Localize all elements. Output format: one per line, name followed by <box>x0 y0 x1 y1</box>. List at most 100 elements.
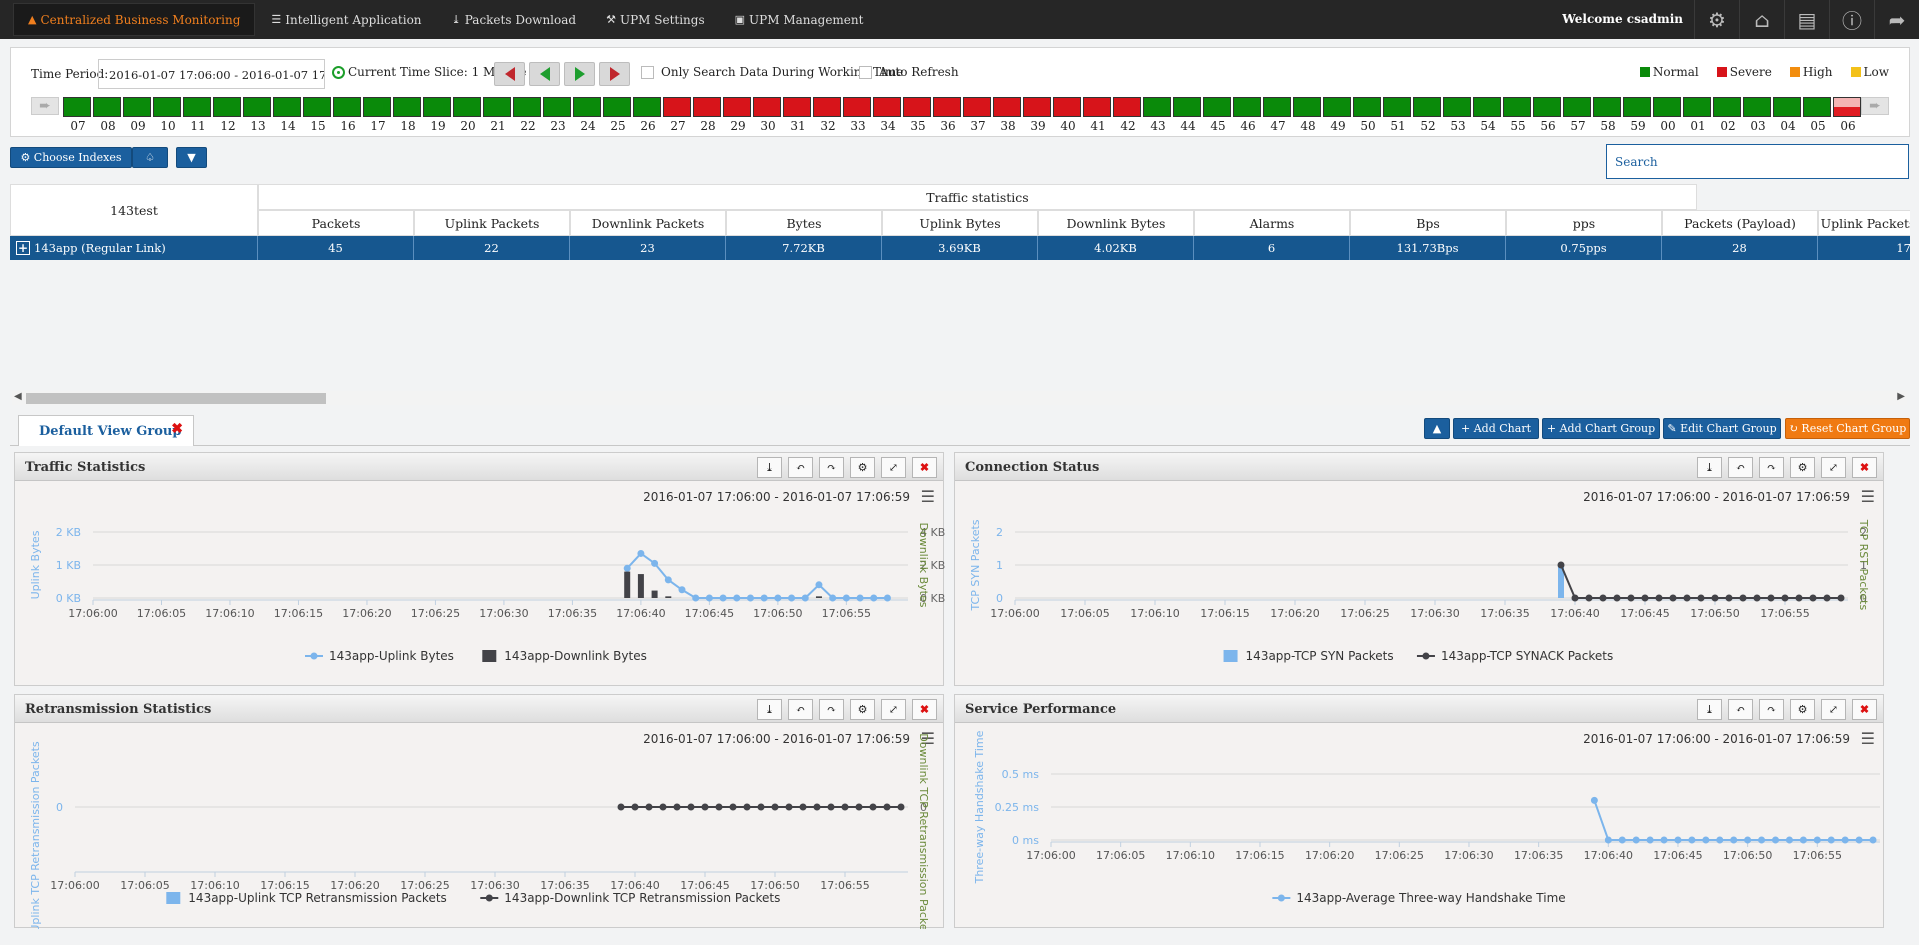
settings-icon[interactable]: ⚙ <box>850 699 875 720</box>
gear-icon[interactable]: ⚙ <box>1694 0 1739 39</box>
prev-button[interactable] <box>529 62 560 86</box>
close-icon[interactable]: ✖ <box>1852 457 1877 478</box>
add-chart-group-button[interactable]: + Add Chart Group <box>1542 418 1660 439</box>
timeline-slot[interactable] <box>1533 97 1561 117</box>
timeline-back-button[interactable]: ➨ <box>31 97 59 115</box>
timeline-forward-button[interactable]: ➨ <box>1861 97 1889 115</box>
timeline-slot[interactable] <box>753 97 781 117</box>
timeline-slot[interactable] <box>993 97 1021 117</box>
prev-icon[interactable]: ↶ <box>788 699 813 720</box>
timeline-slot[interactable] <box>483 97 511 117</box>
prev-icon[interactable]: ↶ <box>1728 699 1753 720</box>
timeline-slot[interactable] <box>423 97 451 117</box>
timeline-slot[interactable] <box>933 97 961 117</box>
download-icon[interactable]: ⤓ <box>757 699 782 720</box>
settings-icon[interactable]: ⚙ <box>1790 699 1815 720</box>
home-icon[interactable]: ⌂ <box>1739 0 1784 39</box>
timeline-slot[interactable] <box>333 97 361 117</box>
timeline-slot[interactable] <box>1383 97 1411 117</box>
timeline-slot[interactable] <box>1353 97 1381 117</box>
timeline-slot[interactable] <box>723 97 751 117</box>
scroll-thumb[interactable] <box>26 393 326 404</box>
auto-refresh-checkbox[interactable]: Auto Refresh <box>859 65 959 79</box>
timeline-slot[interactable] <box>363 97 391 117</box>
timeline-slot[interactable] <box>1683 97 1711 117</box>
timeline-slot[interactable] <box>963 97 991 117</box>
time-period-input[interactable]: 2016-01-07 17:06:00 - 2016-01-07 17:06:5… <box>98 59 325 89</box>
column-header[interactable]: Alarms <box>1194 210 1350 236</box>
timeline-slot[interactable] <box>873 97 901 117</box>
nav-upm-management[interactable]: ▣ UPM Management <box>721 3 878 36</box>
expand-icon[interactable]: ⤢ <box>881 699 906 720</box>
download-icon[interactable]: ⤓ <box>757 457 782 478</box>
timeline-slot[interactable] <box>603 97 631 117</box>
timeline-slot[interactable] <box>393 97 421 117</box>
table-horizontal-scrollbar[interactable]: ◀ ▶ <box>12 391 1907 405</box>
timeline-slot[interactable] <box>93 97 121 117</box>
timeline-slot[interactable] <box>1113 97 1141 117</box>
timeline-slot[interactable] <box>843 97 871 117</box>
close-icon[interactable]: ✖ <box>912 699 937 720</box>
next-icon[interactable]: ↷ <box>1759 457 1784 478</box>
timeline-slot[interactable] <box>1653 97 1681 117</box>
tab-default-view-group[interactable]: Default View Group ✖ <box>18 415 194 446</box>
edit-chart-group-button[interactable]: ✎ Edit Chart Group <box>1663 418 1781 439</box>
timeline-slot[interactable] <box>303 97 331 117</box>
nav-centralized-business-monitoring[interactable]: ▲ Centralized Business Monitoring <box>13 3 256 36</box>
timeline-slot[interactable] <box>693 97 721 117</box>
info-icon[interactable]: ⓘ <box>1829 0 1874 39</box>
scroll-left-icon[interactable]: ◀ <box>14 391 22 402</box>
timeline-slot[interactable] <box>1203 97 1231 117</box>
next-icon[interactable]: ↷ <box>819 699 844 720</box>
column-header[interactable]: Bytes <box>726 210 882 236</box>
close-icon[interactable]: ✖ <box>1852 699 1877 720</box>
scroll-right-icon[interactable]: ▶ <box>1897 391 1905 402</box>
timeline-slot[interactable] <box>633 97 661 117</box>
column-header[interactable]: Packets <box>258 210 414 236</box>
prev-icon[interactable]: ↶ <box>1728 457 1753 478</box>
timeline-slot[interactable] <box>123 97 151 117</box>
timeline-slot[interactable] <box>1053 97 1081 117</box>
timeline-slot[interactable] <box>1173 97 1201 117</box>
column-header[interactable]: Uplink Packets <box>414 210 570 236</box>
timeline-slot[interactable] <box>273 97 301 117</box>
timeline-slot[interactable] <box>1563 97 1591 117</box>
timeline-slot[interactable] <box>1803 97 1831 117</box>
expand-icon[interactable]: ⤢ <box>1821 457 1846 478</box>
add-chart-button[interactable]: + Add Chart <box>1453 418 1539 439</box>
timeline-slot[interactable] <box>1473 97 1501 117</box>
download-icon[interactable]: ⤓ <box>1697 699 1722 720</box>
timeline-slot[interactable] <box>1503 97 1531 117</box>
nav-packets-download[interactable]: ⤓ Packets Download <box>438 3 591 36</box>
timeline-slot[interactable] <box>783 97 811 117</box>
timeline-slot[interactable] <box>213 97 241 117</box>
next-icon[interactable]: ↷ <box>1759 699 1784 720</box>
timeline-slot[interactable] <box>573 97 601 117</box>
reset-chart-group-button[interactable]: ↻ Reset Chart Group <box>1785 418 1910 439</box>
timeline-slot[interactable] <box>1413 97 1441 117</box>
column-header[interactable]: Downlink Packets <box>570 210 726 236</box>
timeline-slot[interactable] <box>1743 97 1771 117</box>
column-header[interactable]: Downlink Bytes <box>1038 210 1194 236</box>
working-time-checkbox[interactable]: Only Search Data During Working Time <box>641 65 903 79</box>
timeline-slot[interactable] <box>183 97 211 117</box>
next-button[interactable] <box>564 62 595 86</box>
collapse-button[interactable]: ▼ <box>176 147 207 168</box>
timeline-slot[interactable] <box>1713 97 1741 117</box>
timeline-slot[interactable] <box>1293 97 1321 117</box>
settings-icon[interactable]: ⚙ <box>850 457 875 478</box>
timeline-slot[interactable] <box>1263 97 1291 117</box>
column-header[interactable]: Packets (Payload) <box>1662 210 1818 236</box>
expand-icon[interactable]: ⤢ <box>881 457 906 478</box>
timeline-slot[interactable] <box>243 97 271 117</box>
next-icon[interactable]: ↷ <box>819 457 844 478</box>
close-icon[interactable]: ✖ <box>171 421 183 437</box>
next-severe-button[interactable] <box>599 62 630 86</box>
nav-upm-settings[interactable]: ⚒ UPM Settings <box>592 3 719 36</box>
column-header[interactable]: pps <box>1506 210 1662 236</box>
timeline-slot[interactable] <box>1833 97 1861 117</box>
timeline-slot[interactable] <box>1323 97 1351 117</box>
row-name-cell[interactable]: +143app (Regular Link) <box>10 236 258 260</box>
prev-severe-button[interactable] <box>494 62 525 86</box>
prev-icon[interactable]: ↶ <box>788 457 813 478</box>
